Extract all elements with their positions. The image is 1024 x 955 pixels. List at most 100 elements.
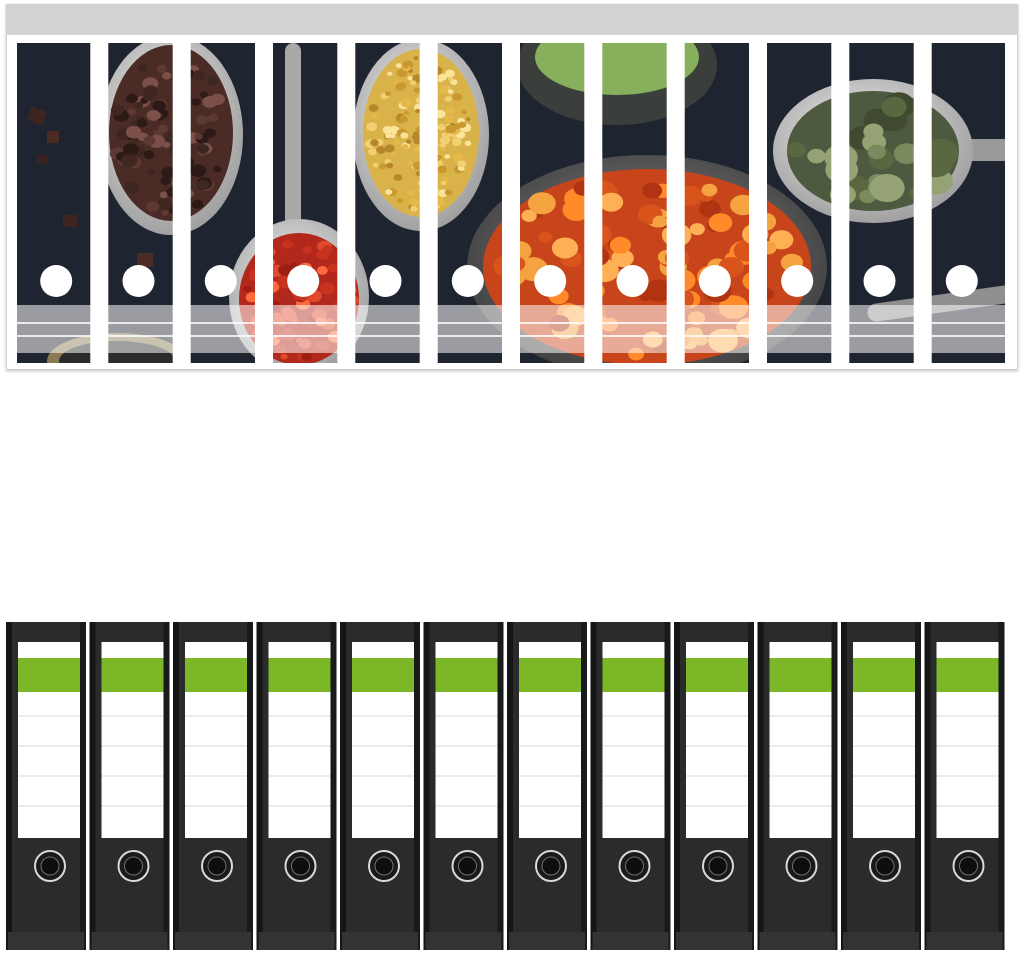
- binder-label-color-band: [519, 658, 581, 692]
- strip-gap: [90, 35, 109, 369]
- binder-label-color-band: [435, 658, 498, 692]
- binder-label-color-band: [18, 658, 80, 692]
- strip-gap: [172, 35, 191, 369]
- label-sheet: [6, 4, 1018, 370]
- strip-gap: [337, 35, 356, 369]
- binder: [89, 622, 170, 950]
- binder-bottom: [759, 932, 836, 950]
- binder-edge: [497, 622, 504, 950]
- binder-label-color-band: [268, 658, 331, 692]
- binder-finger-hole-inner: [959, 856, 978, 876]
- strip-hole: [40, 265, 73, 297]
- binder-finger-hole-inner: [708, 856, 728, 876]
- binder-bottom: [342, 932, 418, 950]
- binder-bottom: [91, 932, 168, 950]
- binder: [841, 622, 921, 950]
- strip-gap: [502, 35, 520, 369]
- binder: [674, 622, 754, 950]
- binder-bottom: [926, 932, 1003, 950]
- strip-hole: [451, 265, 484, 297]
- binder: [6, 622, 86, 950]
- binder-finger-hole-inner: [458, 856, 477, 876]
- strip-hole: [204, 265, 237, 297]
- sheet-margin-left: [7, 35, 17, 369]
- binder-edge: [748, 622, 754, 950]
- binder-edge: [247, 622, 253, 950]
- strip-gap: [831, 35, 850, 369]
- sheet-margin-bottom: [7, 363, 1017, 369]
- binder-label-color-band: [101, 658, 164, 692]
- strip-hole: [122, 265, 155, 297]
- binder-label-color-band: [686, 658, 748, 692]
- binder-bottom: [175, 932, 251, 950]
- binder-label-color-band: [936, 658, 999, 692]
- label-sheet-photo: [7, 35, 1017, 369]
- binder-edge: [664, 622, 671, 950]
- binder-edge: [998, 622, 1005, 950]
- strip-gap: [666, 35, 685, 369]
- binder-finger-hole-inner: [207, 856, 227, 876]
- binder-finger-hole-inner: [124, 856, 143, 876]
- binder-edge: [831, 622, 838, 950]
- binder-row: [6, 622, 1005, 950]
- binder-edge: [423, 622, 430, 950]
- strip-hole: [534, 265, 567, 297]
- strip-hole: [781, 265, 814, 297]
- binder-edge: [757, 622, 764, 950]
- binder-edge: [581, 622, 587, 950]
- binder-edge: [173, 622, 179, 950]
- binder-edge: [256, 622, 263, 950]
- binder-finger-hole-inner: [40, 856, 60, 876]
- binder-bottom: [592, 932, 669, 950]
- binder-finger-hole-inner: [792, 856, 811, 876]
- binder-edge: [841, 622, 847, 950]
- binder-bottom: [258, 932, 335, 950]
- binder-finger-hole-inner: [541, 856, 561, 876]
- binder-label-color-band: [602, 658, 665, 692]
- binder: [173, 622, 253, 950]
- strip-gap: [255, 35, 273, 369]
- binder: [507, 622, 587, 950]
- binder: [340, 622, 420, 950]
- binder-edge: [924, 622, 931, 950]
- binder-label-color-band: [185, 658, 247, 692]
- binder-edge: [80, 622, 86, 950]
- binder-finger-hole-inner: [625, 856, 644, 876]
- binder-edge: [340, 622, 346, 950]
- matcha-bowl: [517, 43, 717, 125]
- strip-hole: [369, 265, 402, 297]
- binder-label-color-band: [853, 658, 915, 692]
- binder-bottom: [843, 932, 919, 950]
- strip-hole: [698, 265, 731, 297]
- binder-bottom: [8, 932, 84, 950]
- binder-edge: [507, 622, 513, 950]
- strip-hole: [287, 265, 320, 297]
- binder-finger-hole-inner: [291, 856, 310, 876]
- strip-hole: [863, 265, 896, 297]
- binder-edge: [163, 622, 170, 950]
- cacao-nibs-spoon: [99, 43, 243, 235]
- binder: [924, 622, 1005, 950]
- binder-edge: [590, 622, 597, 950]
- binder-finger-hole-inner: [875, 856, 895, 876]
- binder-bottom: [676, 932, 752, 950]
- loose-cacao-nibs: [27, 106, 153, 267]
- binder: [757, 622, 838, 950]
- strip-gap: [749, 35, 767, 369]
- binder: [423, 622, 504, 950]
- strip-gap: [584, 35, 603, 369]
- binder: [256, 622, 337, 950]
- binder-edge: [6, 622, 12, 950]
- strip-hole: [945, 265, 978, 297]
- binder-edge: [89, 622, 96, 950]
- sheet-top-bar: [7, 5, 1017, 35]
- sheet-margin-right: [1005, 35, 1017, 369]
- strip-hole: [616, 265, 649, 297]
- binder: [590, 622, 671, 950]
- strip-gap: [419, 35, 438, 369]
- binder-edge: [414, 622, 420, 950]
- binder-finger-hole-inner: [374, 856, 394, 876]
- strip-gap: [913, 35, 932, 369]
- binder-label-color-band: [769, 658, 832, 692]
- binder-bottom: [425, 932, 502, 950]
